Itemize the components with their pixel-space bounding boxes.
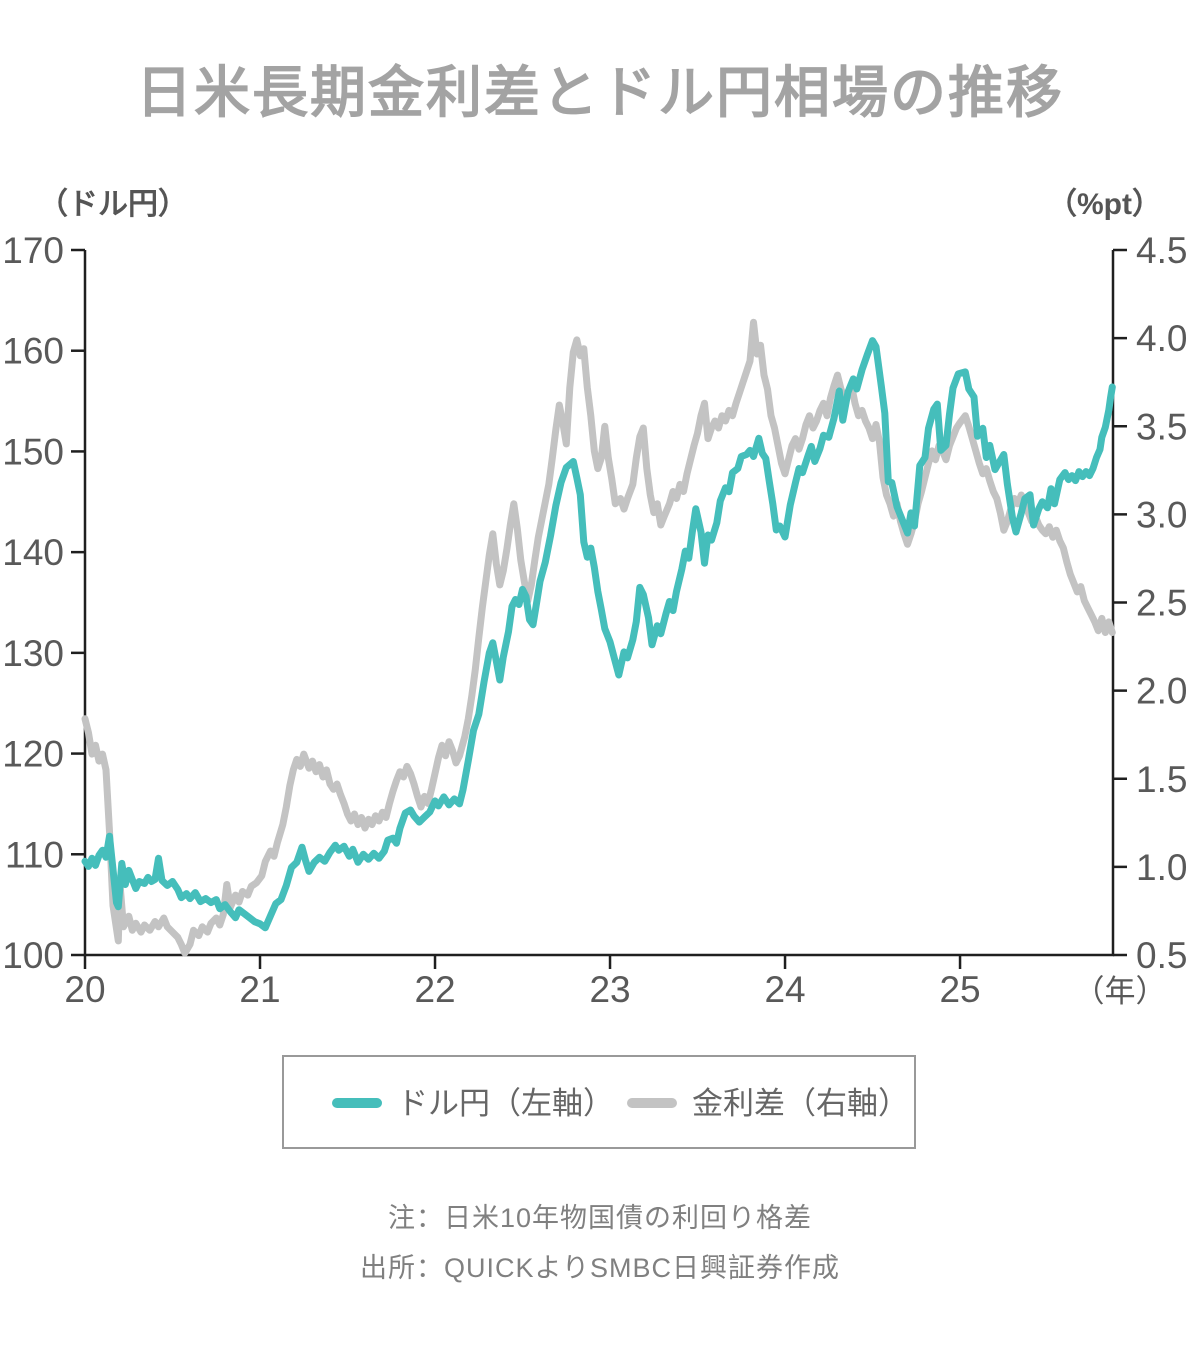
right-axis-tick-label: 2.5	[1136, 583, 1187, 624]
legend-box	[282, 1055, 916, 1149]
x-axis-tick-label: 25	[939, 969, 980, 1010]
left-axis-tick-label: 150	[2, 431, 64, 472]
series-usdjpy-line	[81, 337, 1116, 932]
left-axis-tick-label: 170	[2, 230, 64, 271]
right-axis-tick-label: 2.0	[1136, 671, 1187, 712]
source-text: 出所：QUICKよりSMBC日興証券作成	[360, 1253, 840, 1283]
axes: 170 160 150 140 130 120 110 100 4.5 4.0 3.5 3.0 2.5 2…	[2, 230, 1187, 1010]
page-title: 日米長期金利差とドル円相場の推移	[136, 61, 1064, 124]
right-axis-tick-label: 4.5	[1136, 230, 1187, 271]
left-axis-tick-label: 160	[2, 331, 64, 372]
right-axis-tick-label: 0.5	[1136, 935, 1187, 976]
note-text: 注：日米10年物国債の利回り格差	[388, 1203, 812, 1233]
left-axis-unit-label: （ドル円）	[38, 187, 188, 221]
left-axis-tick-label: 140	[2, 532, 64, 573]
series-line	[81, 337, 1116, 932]
left-axis-tick-label: 110	[5, 834, 64, 875]
right-axis-tick-label: 3.5	[1136, 406, 1187, 447]
series-line	[81, 318, 1116, 957]
series-interest-gap-line	[81, 318, 1116, 957]
left-axis-tick-label: 120	[2, 734, 64, 775]
x-axis-tick-label: 20	[64, 969, 105, 1010]
right-axis-unit-label: （%pt）	[1047, 187, 1162, 221]
legend-label-usdjpy: ドル円（左軸）	[397, 1086, 614, 1121]
legend-label-gap: 金利差（右軸）	[692, 1086, 909, 1121]
left-axis-tick-label: 100	[2, 935, 64, 976]
left-axis-tick-label: 130	[2, 633, 64, 674]
right-axis-tick-label: 1.5	[1136, 759, 1187, 800]
x-axis-tick-label: 24	[764, 969, 805, 1010]
x-axis-unit-label: （年）	[1074, 974, 1167, 1009]
x-axis-tick-label: 21	[239, 969, 280, 1010]
x-axis-tick-label: 22	[414, 969, 455, 1010]
right-axis-tick-label: 3.0	[1136, 494, 1187, 535]
right-axis-tick-label: 4.0	[1136, 318, 1187, 359]
legend: ドル円（左軸） 金利差（右軸）	[282, 1055, 916, 1149]
x-axis-tick-label: 23	[589, 969, 630, 1010]
right-axis-tick-label: 1.0	[1136, 847, 1187, 888]
